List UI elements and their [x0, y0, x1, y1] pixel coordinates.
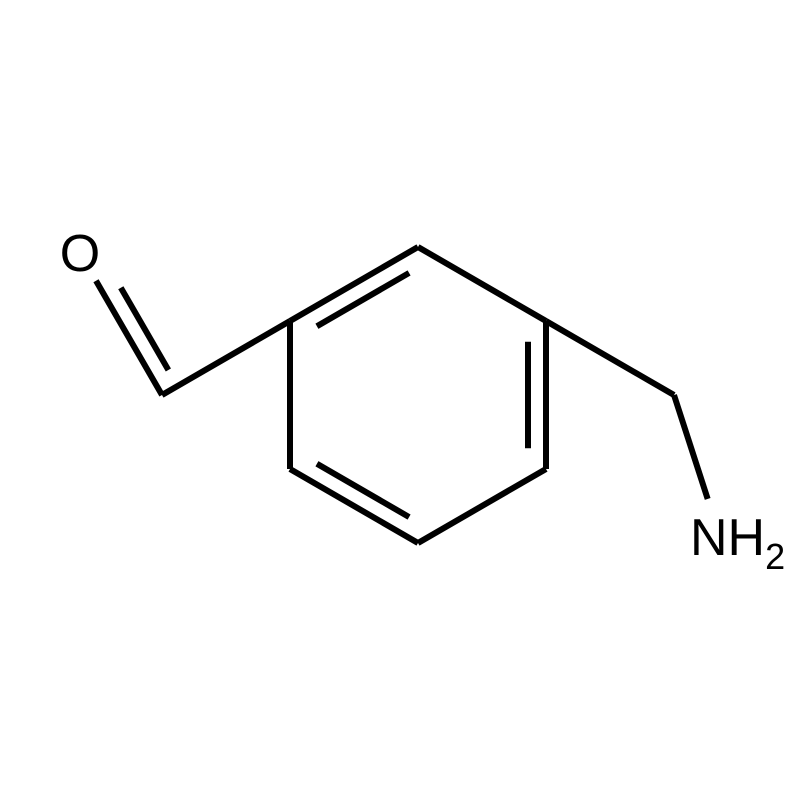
bond-line: [546, 321, 674, 395]
bond-line: [290, 247, 418, 321]
atom-label-N: NH2: [690, 509, 785, 577]
bond-line: [290, 469, 418, 543]
molecule-diagram: O NH2: [0, 0, 800, 800]
bond-line: [674, 395, 708, 499]
bond-line: [418, 247, 546, 321]
bond-line: [121, 288, 169, 370]
bond-line: [418, 469, 546, 543]
bond-line: [162, 321, 290, 395]
atom-label-O: O: [60, 225, 100, 283]
